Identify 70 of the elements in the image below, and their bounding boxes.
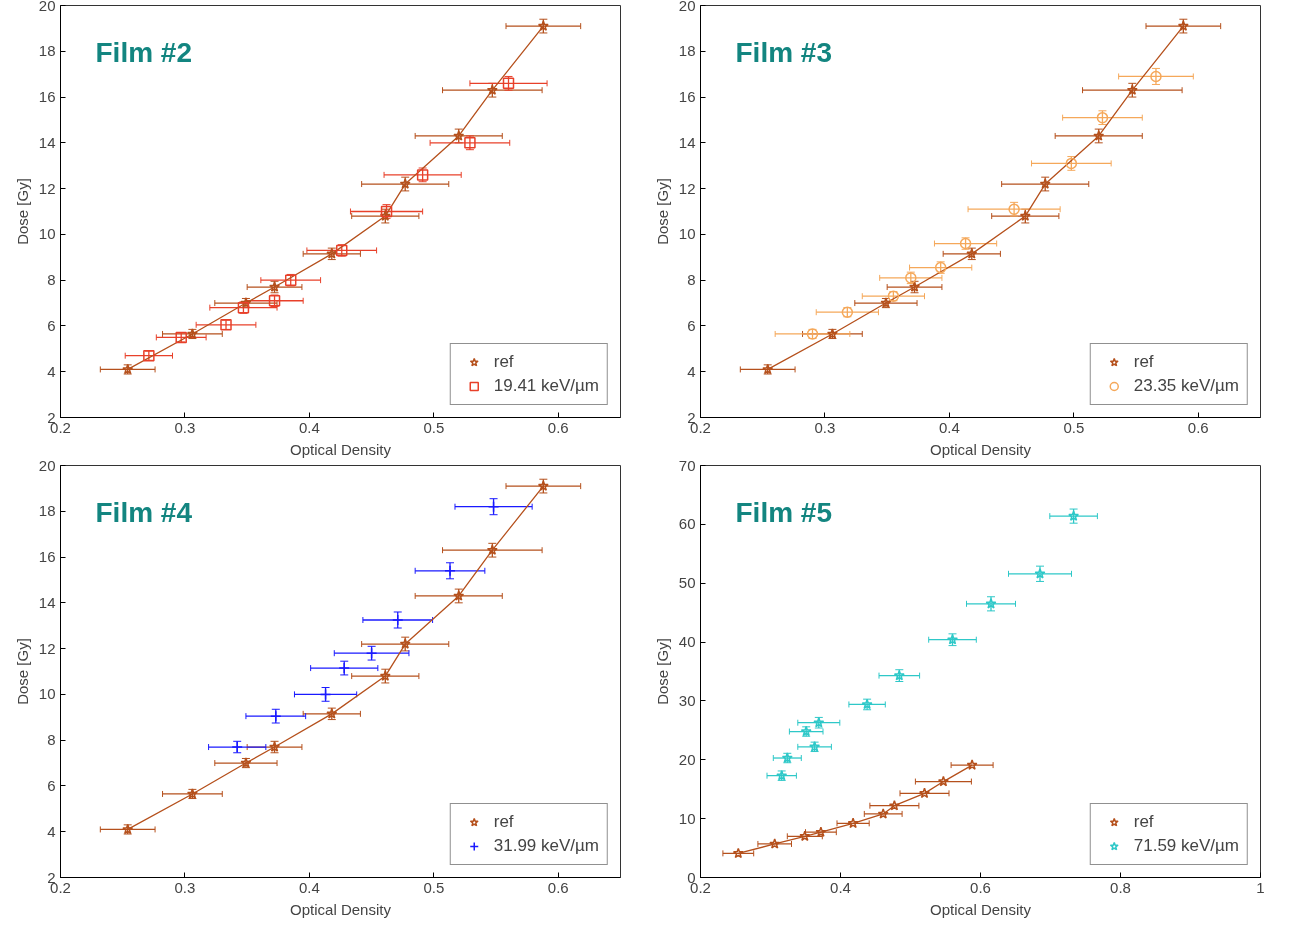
x-axis-title: Optical Density <box>930 900 1032 918</box>
text: Film #3 <box>735 36 832 68</box>
y-tick-label: 20 <box>38 0 56 14</box>
x-tick-label: 0.4 <box>830 878 851 896</box>
y-tick-label: 14 <box>38 133 56 151</box>
y-tick-label: 10 <box>678 225 696 243</box>
y-tick-label: 18 <box>38 502 56 520</box>
y-tick-label: 20 <box>38 456 56 474</box>
y-tick-label: 60 <box>678 515 696 533</box>
y-axis-title: Dose [Gy] <box>13 178 31 245</box>
y-tick-label: 20 <box>678 750 696 768</box>
y-tick-label: 40 <box>678 633 696 651</box>
text: Film #4 <box>95 496 193 528</box>
y-tick-label: 14 <box>678 133 696 151</box>
y-tick-label: 70 <box>678 456 696 474</box>
y-tick-label: 6 <box>47 776 56 794</box>
y-tick-label: 10 <box>678 809 696 827</box>
legend-label: 31.99 keV/µm <box>493 836 599 856</box>
legend-label: ref <box>1133 812 1154 832</box>
legend-label: ref <box>1133 352 1154 372</box>
y-tick-label: 20 <box>678 0 696 14</box>
x-tick-label: 0.6 <box>1187 418 1209 436</box>
x-tick-label: 0.4 <box>938 418 960 436</box>
y-axis-title: Dose [Gy] <box>13 638 31 705</box>
y-tick-label: 4 <box>47 362 56 380</box>
y-tick-label: 18 <box>678 42 696 60</box>
x-tick-label: 0.6 <box>547 878 569 896</box>
y-tick-label: 16 <box>38 548 56 566</box>
y-tick-label: 16 <box>38 88 56 106</box>
y-tick-label: 4 <box>47 822 56 840</box>
y-tick-label: 4 <box>687 362 696 380</box>
legend-label: ref <box>493 352 514 372</box>
legend-label: 23.35 keV/µm <box>1133 376 1239 396</box>
y-tick-label: 8 <box>47 271 56 289</box>
y-tick-label: 10 <box>38 685 56 703</box>
x-tick-label: 0.5 <box>1063 418 1085 436</box>
y-tick-label: 8 <box>687 271 696 289</box>
x-axis-title: Optical Density <box>290 900 392 918</box>
text: Film #5 <box>735 496 832 528</box>
legend-label: 71.59 keV/µm <box>1133 836 1239 856</box>
y-tick-label: 16 <box>678 88 696 106</box>
y-tick-label: 6 <box>47 316 56 334</box>
y-tick-label: 10 <box>38 225 56 243</box>
x-axis-title: Optical Density <box>930 440 1032 458</box>
x-tick-label: 1 <box>1256 878 1265 896</box>
y-tick-label: 30 <box>678 691 696 709</box>
x-tick-label: 0.3 <box>814 418 836 436</box>
y-tick-label: 12 <box>38 179 56 197</box>
legend-label: ref <box>493 812 514 832</box>
y-axis-title: Dose [Gy] <box>653 638 671 705</box>
y-tick-label: 18 <box>38 42 56 60</box>
x-tick-label: 0.4 <box>298 418 320 436</box>
legend-label: 19.41 keV/µm <box>493 376 599 396</box>
y-tick-label: 14 <box>38 593 56 611</box>
y-tick-label: 8 <box>47 731 56 749</box>
y-tick-label: 50 <box>678 574 696 592</box>
x-tick-label: 0.6 <box>970 878 991 896</box>
y-axis-title: Dose [Gy] <box>653 178 671 245</box>
x-axis-title: Optical Density <box>290 440 392 458</box>
y-tick-label: 12 <box>678 179 696 197</box>
y-tick-label: 6 <box>687 316 696 334</box>
x-tick-label: 0.5 <box>423 418 445 436</box>
text: Film #2 <box>95 36 192 68</box>
y-tick-label: 12 <box>38 639 56 657</box>
x-tick-label: 0.4 <box>298 878 320 896</box>
x-tick-label: 0.5 <box>423 878 445 896</box>
x-tick-label: 0.6 <box>547 418 569 436</box>
x-tick-label: 0.3 <box>174 418 196 436</box>
x-tick-label: 0.8 <box>1110 878 1131 896</box>
x-tick-label: 0.3 <box>174 878 196 896</box>
